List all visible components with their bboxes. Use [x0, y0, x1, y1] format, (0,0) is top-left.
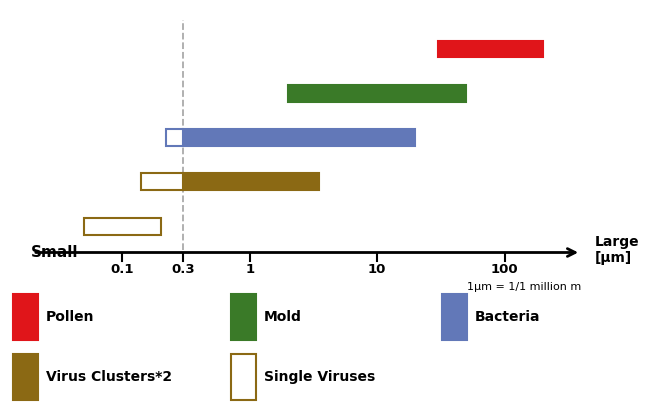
- Bar: [231, 294, 256, 340]
- Bar: [13, 354, 38, 400]
- Bar: [84, 218, 160, 235]
- Text: Small: Small: [30, 245, 78, 260]
- Text: 1: 1: [245, 263, 254, 276]
- Text: Bacteria: Bacteria: [475, 310, 541, 324]
- Text: Single Viruses: Single Viruses: [264, 370, 376, 384]
- Bar: [141, 173, 183, 190]
- Bar: [183, 129, 416, 146]
- Bar: [166, 129, 183, 146]
- Text: 10: 10: [368, 263, 386, 276]
- Bar: [442, 294, 467, 340]
- Bar: [438, 40, 543, 57]
- Bar: [13, 294, 38, 340]
- Text: 1μm = 1/1 million m: 1μm = 1/1 million m: [467, 282, 581, 292]
- Text: 0.1: 0.1: [110, 263, 134, 276]
- Text: Mold: Mold: [264, 310, 302, 324]
- Text: 100: 100: [491, 263, 518, 276]
- Text: Pollen: Pollen: [46, 310, 94, 324]
- Bar: [231, 354, 256, 400]
- Text: 0.3: 0.3: [171, 263, 195, 276]
- Bar: [183, 173, 319, 190]
- Text: Large
[μm]: Large [μm]: [595, 235, 640, 265]
- Bar: [288, 85, 466, 102]
- Text: Virus Clusters*2: Virus Clusters*2: [46, 370, 172, 384]
